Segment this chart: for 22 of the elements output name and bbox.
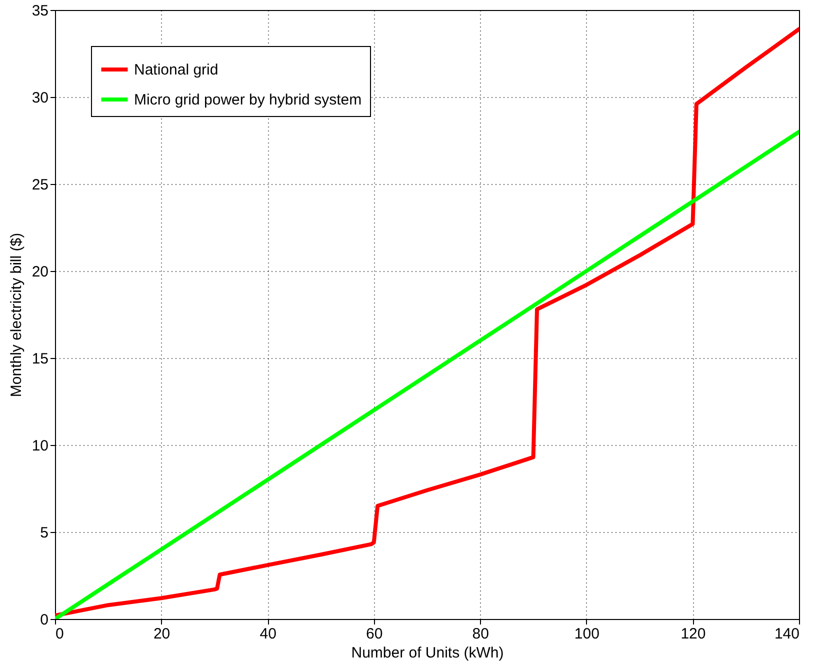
x-tick-label: 20 (153, 626, 170, 642)
y-tick-label: 35 (32, 2, 48, 20)
y-tick-label: 25 (32, 176, 48, 194)
line-series (55, 130, 799, 619)
y-tick-label: 20 (32, 264, 48, 280)
line-series (55, 27, 799, 618)
y-tick-label: 0 (40, 612, 48, 628)
y-tick-label: 10 (32, 438, 48, 454)
y-tick-label: 30 (32, 90, 48, 106)
x-tick-label: 60 (366, 626, 383, 642)
x-axis-title: Number of Units (kWh) (351, 644, 504, 662)
x-tick-label: 80 (472, 626, 489, 642)
x-tick-label: 120 (680, 626, 706, 642)
x-tick-label: 0 (56, 626, 64, 642)
y-axis-title: Monthly electricity bill ($) (8, 232, 25, 398)
legend-label: Micro grid power by hybrid system (134, 92, 362, 108)
x-tick-label: 100 (574, 626, 600, 642)
y-tick-label: 15 (32, 350, 48, 368)
legend-label: National grid (134, 62, 218, 78)
x-tick-label: 40 (260, 626, 276, 642)
y-tick-label: 5 (40, 524, 48, 542)
x-tick-label: 140 (774, 626, 800, 642)
